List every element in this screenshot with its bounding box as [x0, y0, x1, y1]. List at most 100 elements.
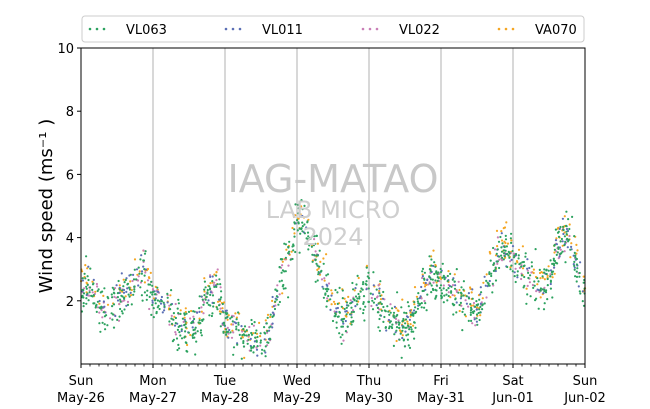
- point-vl022: [520, 277, 523, 281]
- point-vl063: [362, 302, 365, 305]
- legend-label: VL063: [126, 23, 167, 38]
- point-vl063: [255, 339, 258, 342]
- point-vl063: [485, 279, 488, 282]
- point-vl011: [570, 245, 573, 248]
- point-vl063: [445, 289, 448, 292]
- point-vl063: [359, 290, 362, 293]
- point-vl063: [457, 291, 460, 294]
- point-va070: [281, 260, 284, 263]
- point-va070: [325, 253, 328, 256]
- point-vl063: [170, 289, 173, 292]
- point-vl063: [198, 307, 201, 310]
- point-vl022: [535, 290, 538, 293]
- point-vl063: [386, 305, 389, 308]
- x-tick-label-day: Wed: [283, 374, 311, 389]
- point-vl022: [227, 332, 230, 335]
- point-vl063: [155, 310, 158, 314]
- point-vl063: [296, 229, 299, 232]
- point-vl022: [474, 324, 477, 327]
- point-vl063: [430, 284, 433, 287]
- point-vl063: [522, 260, 526, 264]
- point-vl063: [338, 286, 341, 289]
- point-vl063: [160, 300, 163, 303]
- point-vl063: [557, 230, 560, 233]
- point-va070: [413, 303, 416, 306]
- point-vl022: [230, 336, 234, 339]
- point-vl022: [389, 303, 392, 306]
- point-vl063: [318, 265, 321, 268]
- point-vl011: [191, 326, 194, 329]
- point-vl063: [325, 305, 328, 308]
- point-vl063: [191, 321, 195, 324]
- point-vl011: [209, 275, 212, 278]
- point-vl063: [88, 291, 91, 294]
- point-va070: [453, 294, 456, 297]
- point-vl063: [197, 321, 200, 324]
- point-va070: [129, 280, 132, 283]
- point-vl063: [177, 302, 180, 305]
- point-vl063: [299, 232, 302, 235]
- point-vl022: [189, 317, 192, 320]
- point-va070: [215, 270, 218, 274]
- point-vl063: [361, 283, 365, 286]
- point-vl063: [379, 280, 382, 283]
- point-vl063: [559, 252, 562, 256]
- point-vl063: [377, 326, 380, 329]
- point-vl063: [152, 316, 155, 319]
- point-vl063: [269, 313, 272, 316]
- point-vl063: [506, 252, 509, 256]
- point-vl011: [129, 291, 132, 294]
- point-vl063: [393, 333, 396, 336]
- point-va070: [563, 231, 566, 234]
- point-vl063: [96, 300, 99, 303]
- point-va070: [291, 212, 295, 215]
- point-vl063: [348, 313, 352, 316]
- point-vl063: [510, 241, 513, 244]
- point-vl022: [378, 308, 381, 311]
- point-va070: [506, 242, 510, 245]
- point-va070: [222, 301, 226, 304]
- point-vl022: [320, 278, 324, 281]
- point-vl063: [241, 334, 244, 337]
- point-vl063: [575, 263, 579, 266]
- point-vl063: [350, 306, 353, 309]
- point-vl011: [271, 295, 274, 299]
- point-va070: [539, 296, 542, 299]
- point-vl063: [276, 289, 279, 292]
- point-vl063: [440, 294, 443, 297]
- point-vl063: [291, 245, 294, 248]
- point-va070: [322, 257, 325, 260]
- point-vl011: [573, 266, 576, 269]
- point-vl022: [457, 280, 460, 283]
- point-vl063: [486, 281, 489, 284]
- point-va070: [302, 216, 306, 219]
- point-vl063: [81, 277, 84, 280]
- point-vl063: [575, 280, 578, 283]
- point-va070: [569, 256, 572, 259]
- point-vl063: [86, 292, 89, 295]
- point-vl063: [575, 257, 579, 261]
- point-vl063: [384, 326, 387, 329]
- y-tick-label: 2: [66, 295, 74, 310]
- point-vl063: [492, 269, 495, 272]
- point-vl063: [443, 276, 446, 279]
- point-vl011: [102, 300, 105, 303]
- point-va070: [453, 273, 456, 276]
- point-vl063: [559, 240, 562, 243]
- point-vl063: [343, 307, 346, 311]
- point-vl063: [111, 305, 114, 308]
- point-vl063: [210, 314, 213, 318]
- point-vl063: [150, 313, 153, 316]
- point-vl063: [222, 331, 225, 334]
- point-vl063: [101, 290, 104, 293]
- point-vl063: [181, 317, 184, 320]
- point-vl063: [442, 287, 445, 290]
- point-vl063: [402, 338, 405, 341]
- point-va070: [547, 265, 550, 268]
- point-vl022: [96, 306, 99, 309]
- point-vl063: [404, 326, 407, 329]
- point-vl063: [559, 225, 562, 229]
- point-vl011: [301, 214, 304, 218]
- point-vl063: [89, 267, 92, 270]
- point-vl063: [142, 259, 145, 262]
